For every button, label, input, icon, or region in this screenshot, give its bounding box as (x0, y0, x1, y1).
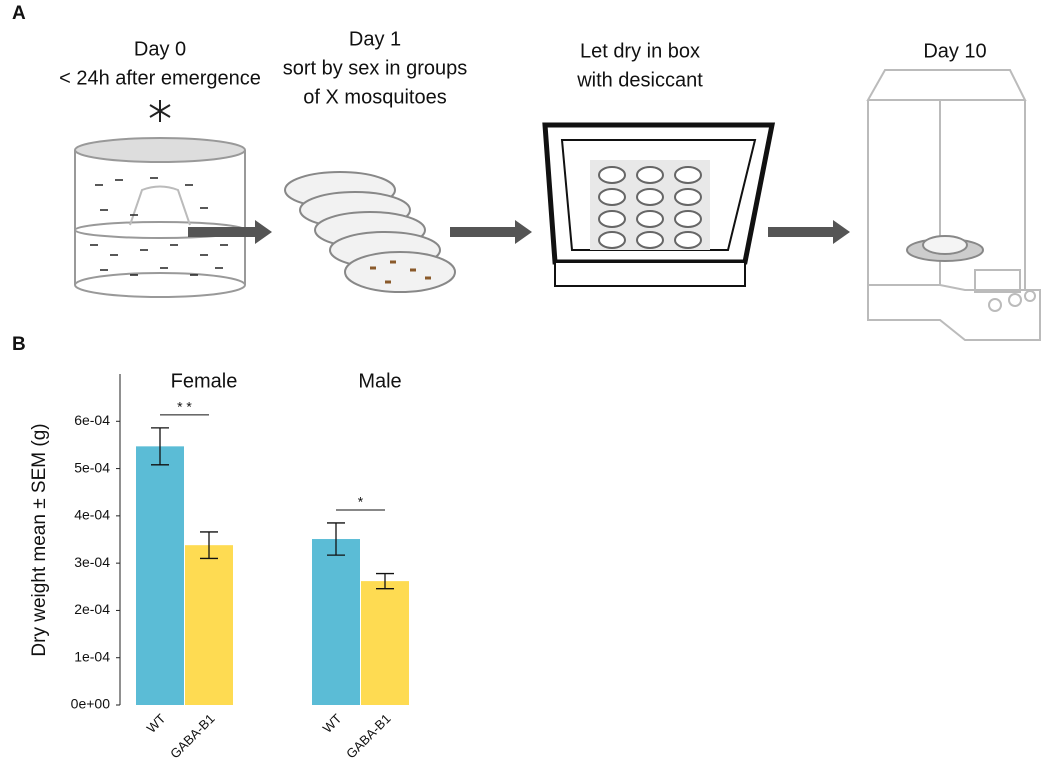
y-axis-label: Dry weight mean ± SEM (g) (29, 423, 50, 656)
facet-title: Female (171, 370, 238, 392)
facet-title: Male (358, 370, 401, 392)
step-text: of X mosquitoes (303, 86, 446, 108)
panel-label: B (12, 334, 26, 355)
desiccant-box-illustration (542, 122, 776, 287)
step-text: sort by sex in groups (283, 57, 468, 79)
error-bar (327, 522, 345, 556)
y-tick-label: 0e+00 (71, 696, 111, 712)
step-text: Day 1 (349, 28, 401, 50)
bar (185, 545, 233, 705)
x-tick-label: GABA-B1 (167, 711, 217, 760)
error-bar (376, 572, 394, 590)
significance-label: * (358, 494, 364, 510)
arrows (188, 220, 850, 244)
petri-dishes-illustration (284, 171, 456, 293)
significance-label: * * (177, 399, 192, 415)
snowflake-icon (149, 100, 171, 122)
x-tick-label: WT (320, 711, 345, 736)
balance-illustration (866, 69, 1041, 341)
bar (312, 539, 360, 705)
step-text: < 24h after emergence (59, 67, 261, 89)
y-tick-label: 6e-04 (74, 412, 110, 428)
x-tick-label: WT (144, 711, 169, 736)
step-text: with desiccant (576, 69, 703, 91)
panel-label: A (12, 3, 26, 24)
step-text: Day 0 (134, 38, 186, 60)
error-bar (200, 531, 218, 560)
y-tick-label: 2e-04 (74, 601, 110, 617)
y-tick-label: 4e-04 (74, 507, 110, 523)
step-text: Day 10 (923, 40, 986, 62)
x-tick-label: GABA-B1 (343, 711, 393, 760)
error-bar (151, 427, 169, 466)
step-text: Let dry in box (580, 40, 700, 62)
y-tick-label: 1e-04 (74, 648, 110, 664)
cage-illustration (74, 137, 246, 298)
bar (136, 446, 184, 705)
y-tick-label: 3e-04 (74, 554, 110, 570)
y-tick-label: 5e-04 (74, 459, 110, 475)
bar (361, 581, 409, 705)
